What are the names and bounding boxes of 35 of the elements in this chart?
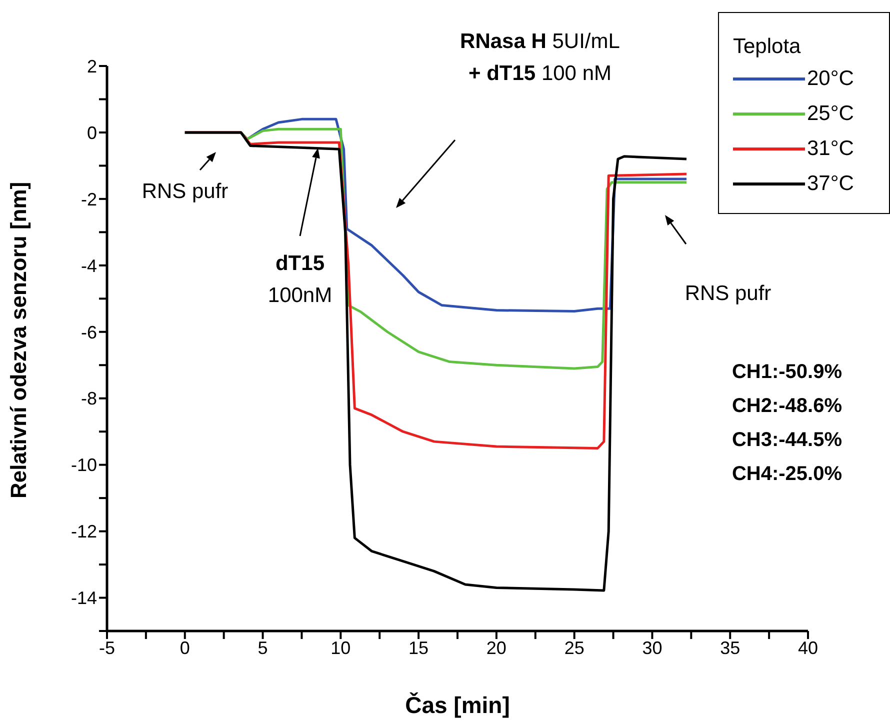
y-tick-label: 2 xyxy=(86,56,97,76)
annotation: CH1:-50.9% xyxy=(732,361,842,383)
x-tick-label: 35 xyxy=(720,638,740,658)
x-tick-label: -5 xyxy=(98,638,116,658)
x-tick-label: 30 xyxy=(642,638,662,658)
y-tick-label: -14 xyxy=(70,588,97,608)
y-tick-label: -12 xyxy=(70,522,97,542)
y-axis-title: Relativní odezva senzoru [nm] xyxy=(6,182,31,498)
annotation: CH4:-25.0% xyxy=(732,463,842,485)
x-tick-label: 10 xyxy=(330,638,351,658)
y-tick-label: -10 xyxy=(70,455,97,476)
x-tick-label: 5 xyxy=(258,638,268,658)
y-tick-label: -6 xyxy=(80,322,97,342)
annotation: RNS pufr xyxy=(684,282,772,305)
legend-label: 20°C xyxy=(807,66,854,90)
y-tick-label: -2 xyxy=(80,189,97,210)
legend-label: 37°C xyxy=(807,172,854,196)
x-tick-label: 0 xyxy=(180,638,190,658)
annotation: CH3:-44.5% xyxy=(732,429,842,451)
legend-label: 25°C xyxy=(807,102,854,126)
y-tick-label: -8 xyxy=(80,388,97,409)
legend-title: Teplota xyxy=(733,35,802,59)
y-tick-label: 0 xyxy=(86,122,97,143)
text: RNasa H 5UI/mL + dT15 100 nM xyxy=(460,30,620,85)
annotation: CH2:-48.6% xyxy=(732,395,842,417)
x-tick-label: 25 xyxy=(564,638,584,658)
line-series xyxy=(184,131,688,592)
annotation: RNS pufr xyxy=(142,180,228,203)
legend-label: 31°C xyxy=(807,136,854,160)
x-tick-label: 20 xyxy=(486,638,506,658)
y-tick-label: -4 xyxy=(80,256,97,276)
x-tick-label: 40 xyxy=(798,638,818,658)
x-axis-title: Čas [min] xyxy=(405,692,510,718)
annotation: dT15 100nM xyxy=(268,252,332,307)
x-tick-label: 15 xyxy=(408,638,429,658)
